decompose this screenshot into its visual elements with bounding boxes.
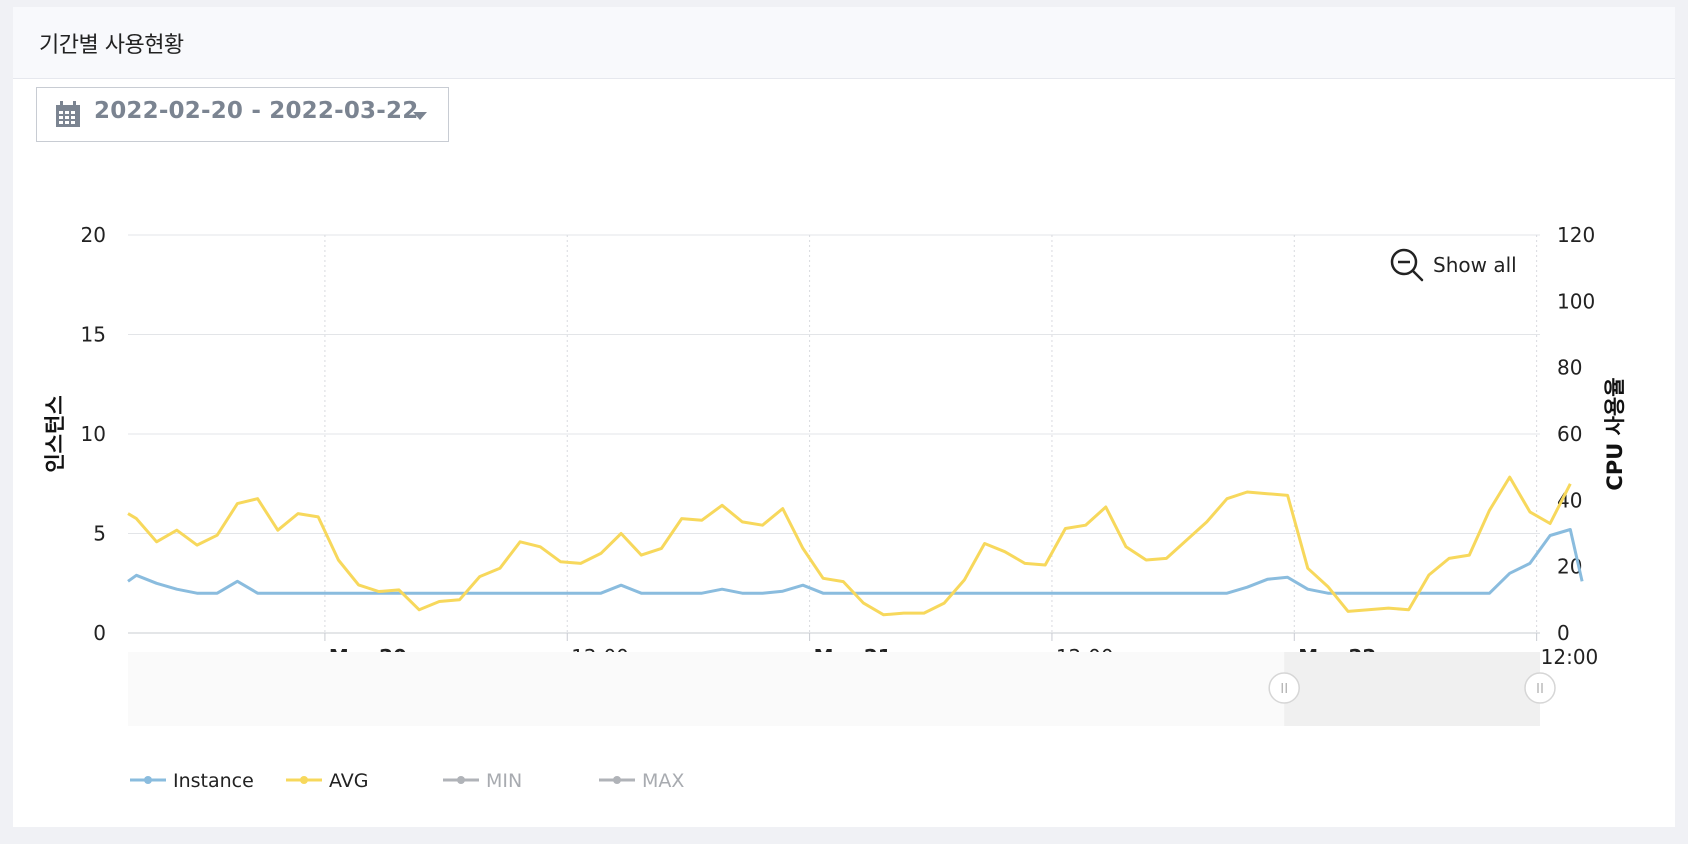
- legend-label: MIN: [486, 770, 522, 792]
- series-line-avg: [127, 475, 1572, 617]
- x-tick-label: 12:00: [1541, 645, 1599, 669]
- calendar-icon: [56, 101, 80, 127]
- series-line-instance: [127, 528, 1584, 595]
- show-all-label: Show all: [1433, 253, 1517, 277]
- legend-label: AVG: [329, 770, 369, 792]
- y-right-axis-title: CPU 사용율: [1603, 377, 1627, 490]
- y-left-tick-label: 5: [93, 522, 106, 546]
- panel-header: 기간별 사용현황: [13, 7, 1675, 79]
- legend-label: Instance: [173, 770, 254, 792]
- y-left-axis-title: 인스턴스: [43, 395, 67, 472]
- navigator-right-handle[interactable]: [1524, 672, 1556, 704]
- y-right-tick-label: 120: [1557, 223, 1595, 247]
- y-left-tick-label: 0: [93, 621, 106, 645]
- y-right-tick-label: 100: [1557, 289, 1595, 313]
- legend-swatch-marker: [300, 776, 308, 784]
- navigator-selection: [1284, 652, 1540, 726]
- legend-swatch-marker: [457, 776, 465, 784]
- y-right-tick-label: 80: [1557, 356, 1582, 380]
- zoom-out-icon: [1390, 248, 1424, 282]
- y-left-tick-label: 10: [81, 422, 106, 446]
- y-right-tick-label: 60: [1557, 422, 1582, 446]
- show-all-button[interactable]: Show all: [1389, 247, 1529, 287]
- legend-item-max[interactable]: MAX: [599, 770, 684, 792]
- panel-title: 기간별 사용현황: [39, 33, 184, 58]
- legend-label: MAX: [642, 770, 684, 792]
- legend-swatch-marker: [144, 776, 152, 784]
- date-range-value: 2022-02-20 - 2022-03-22: [94, 98, 419, 124]
- navigator-left-handle[interactable]: [1268, 672, 1300, 704]
- legend-item-instance[interactable]: Instance: [130, 770, 254, 792]
- date-range-picker[interactable]: 2022-02-20 - 2022-03-22: [36, 87, 449, 142]
- y-left-tick-label: 15: [81, 323, 106, 347]
- chevron-down-icon: [413, 112, 427, 120]
- legend-item-min[interactable]: MIN: [443, 770, 522, 792]
- legend-item-avg[interactable]: AVG: [286, 770, 369, 792]
- legend-swatch-marker: [613, 776, 621, 784]
- y-left-tick-label: 20: [81, 223, 106, 247]
- y-right-tick-label: 0: [1557, 621, 1570, 645]
